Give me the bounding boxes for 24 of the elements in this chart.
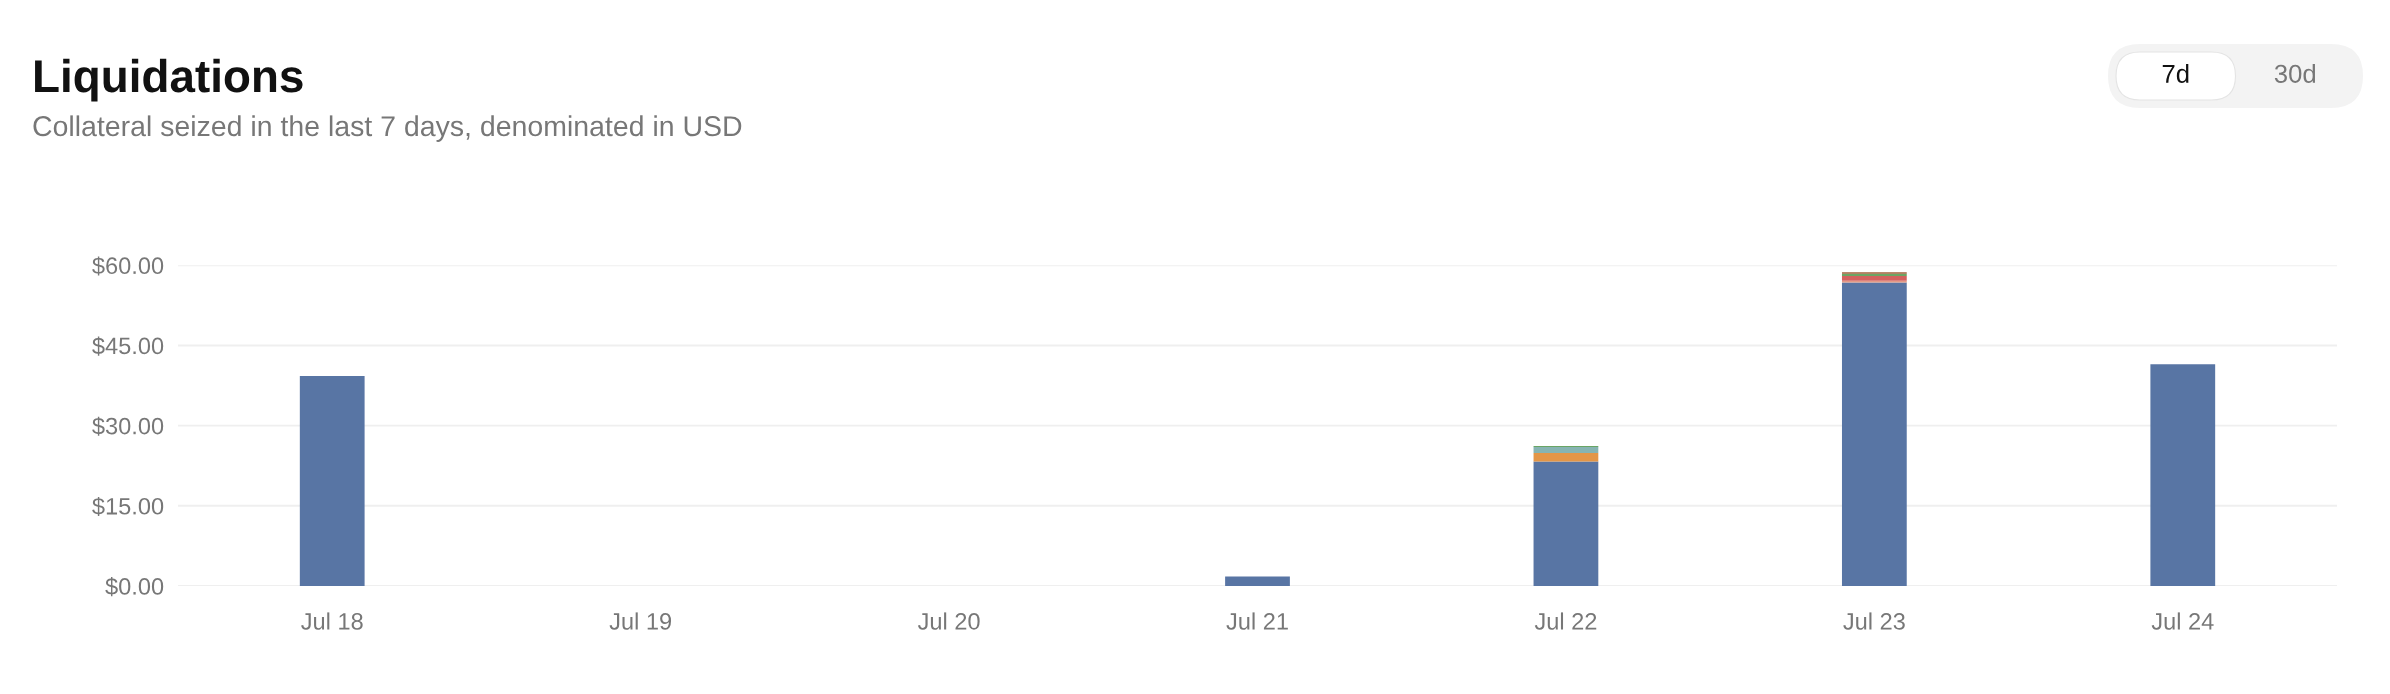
x-tick-label: Jul 21 [1226,612,1288,630]
bar [1225,576,1290,586]
bar [1841,275,1907,281]
bar [1533,461,1599,586]
x-tick-label: Jul 22 [1534,612,1597,630]
bar [2150,364,2216,586]
text: 30d [2274,64,2316,83]
y-tick-label: $0.00 [105,577,164,597]
y-tick-label: $60.00 [92,256,164,276]
chart-subtitle: Collateral seized in the last 7 days, denominated in USD [33,115,742,142]
x-tick-label: Jul 18 [301,612,363,630]
x-tick-label: Jul 23 [1843,612,1905,630]
chart-title: Liquidations [35,58,303,102]
text: 7d [2162,64,2189,83]
y-tick-label: $15.00 [92,496,164,517]
x-tick-label: Jul 24 [2151,612,2214,630]
y-tick-label: $45.00 [92,336,164,356]
bar [1533,452,1599,462]
x-tick-label: Jul 19 [609,612,672,630]
x-tick-label: Jul 20 [917,612,980,630]
bar [1533,447,1599,453]
bar [1841,282,1907,586]
bar [299,375,365,586]
y-tick-label: $30.00 [92,416,164,436]
